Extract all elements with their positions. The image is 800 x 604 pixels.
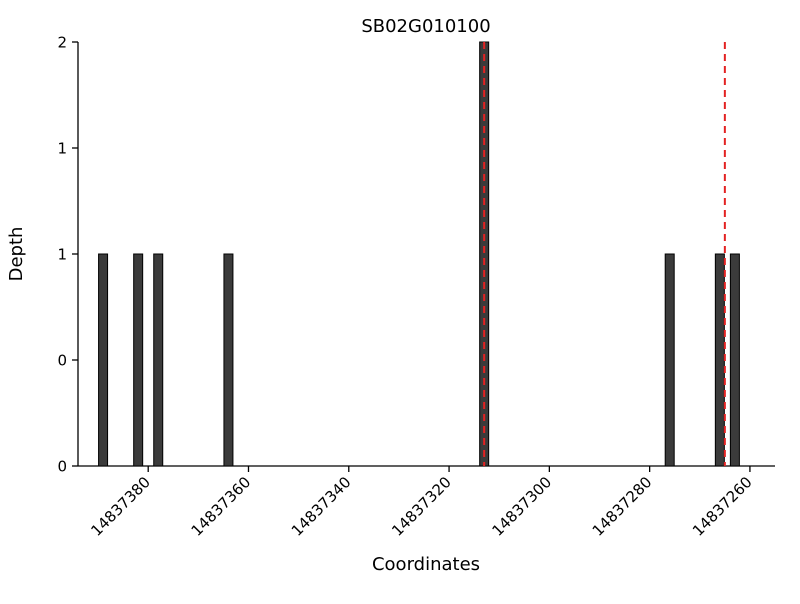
y-tick-label: 1 xyxy=(57,246,67,264)
coverage-bar xyxy=(664,253,675,467)
x-tick-label: 14837300 xyxy=(488,473,555,540)
y-axis-label: Depth xyxy=(6,227,27,282)
coverage-bar xyxy=(153,253,164,467)
chart-title: SB02G010100 xyxy=(361,16,490,37)
x-tick-label: 14837340 xyxy=(288,473,355,540)
coverage-bar xyxy=(729,253,740,467)
y-tick-label: 2 xyxy=(57,34,67,52)
x-axis-label: Coordinates xyxy=(372,554,480,575)
coverage-bar xyxy=(714,253,725,467)
x-tick-label: 14837360 xyxy=(188,473,255,540)
x-tick-label: 14837260 xyxy=(689,473,756,540)
x-tick-label: 14837320 xyxy=(388,473,455,540)
coverage-bar xyxy=(133,253,144,467)
y-tick-label: 0 xyxy=(57,458,67,476)
x-tick-label: 14837280 xyxy=(589,473,656,540)
coverage-bar xyxy=(223,253,234,467)
x-tick-label: 14837380 xyxy=(87,473,154,540)
y-tick-label: 1 xyxy=(57,140,67,158)
y-tick-label: 0 xyxy=(57,352,67,370)
coverage-bar xyxy=(98,253,109,467)
